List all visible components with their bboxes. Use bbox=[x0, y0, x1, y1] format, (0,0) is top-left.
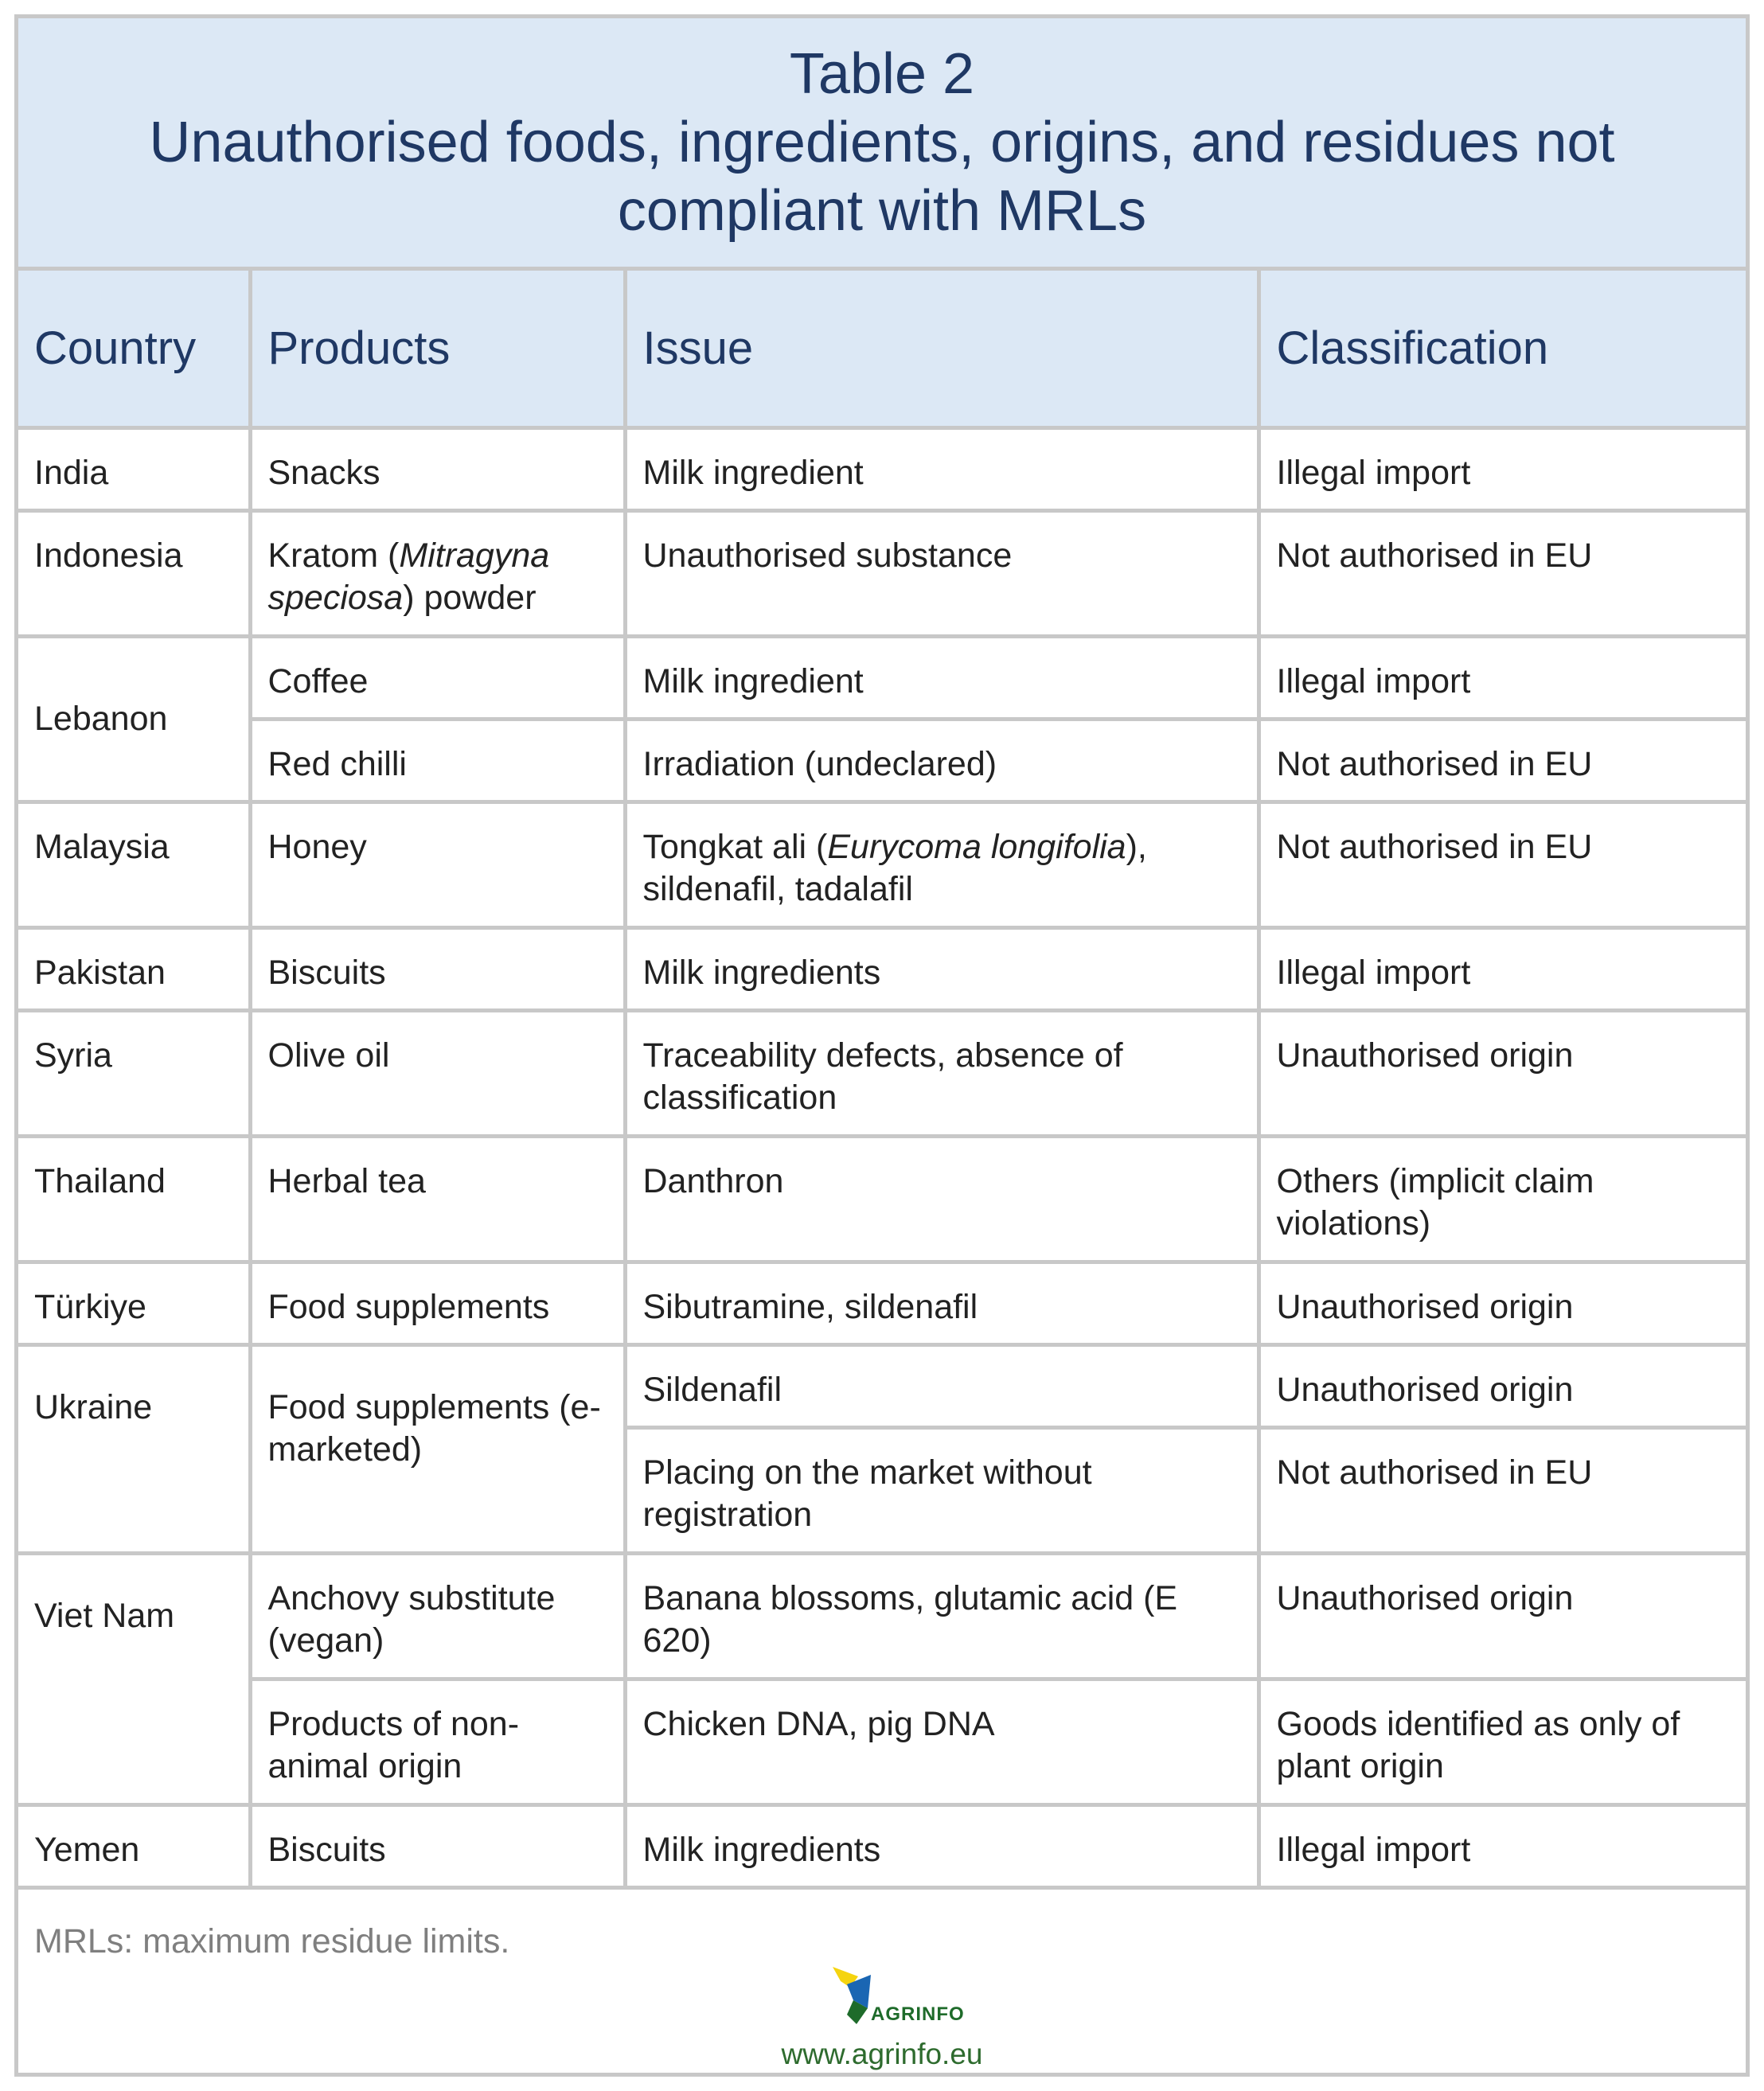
header-issue: Issue bbox=[622, 267, 1261, 430]
agrinfo-brand-name: AGRINFO bbox=[871, 2003, 965, 2025]
product-cell: Honey bbox=[248, 800, 627, 930]
agrinfo-url[interactable]: www.agrinfo.eu bbox=[781, 2038, 983, 2070]
title-line-1: Table 2 bbox=[789, 42, 975, 106]
classification-cell: Others (implicit claim violations) bbox=[1256, 1134, 1746, 1264]
country-cell: India bbox=[18, 426, 252, 513]
classification-cell: Not authorised in EU bbox=[1256, 1426, 1746, 1555]
issue-cell: Milk ingredients bbox=[622, 926, 1261, 1012]
table-row: Viet Nam Anchovy substitute (vegan) Bana… bbox=[18, 1551, 1746, 1807]
issue-cell: Milk ingredient bbox=[622, 634, 1261, 721]
product-cell: Food supplements bbox=[248, 1260, 627, 1347]
title-line-2: Unauthorised foods, ingredients, origins… bbox=[149, 111, 1615, 174]
table-row: Syria Olive oil Traceability defects, ab… bbox=[18, 1008, 1746, 1138]
header-classification: Classification bbox=[1256, 267, 1746, 430]
country-cell: Lebanon bbox=[18, 634, 252, 804]
classification-cell: Goods identified as only of plant origin bbox=[1256, 1677, 1746, 1807]
product-text: Kratom ( bbox=[267, 536, 400, 575]
classification-cell: Unauthorised origin bbox=[1256, 1260, 1746, 1347]
table-row: Red chilli Irradiation (undeclared) Not … bbox=[18, 717, 1746, 804]
country-cell: Syria bbox=[18, 1008, 252, 1138]
country-cell: Thailand bbox=[18, 1134, 252, 1264]
issue-cell: Sibutramine, sildenafil bbox=[622, 1260, 1261, 1347]
country-cell: Yemen bbox=[18, 1803, 252, 1890]
issue-text: Tongkat ali ( bbox=[642, 828, 828, 866]
issue-cell: Irradiation (undeclared) bbox=[622, 717, 1261, 804]
product-cell: Anchovy substitute (vegan) bbox=[248, 1551, 627, 1681]
product-cell: Herbal tea bbox=[248, 1134, 627, 1264]
product-cell: Biscuits bbox=[248, 1803, 627, 1890]
table-row: Yemen Biscuits Milk ingredients Illegal … bbox=[18, 1803, 1746, 1890]
issue-scientific-name: Eurycoma longifolia bbox=[827, 828, 1126, 866]
classification-cell: Not authorised in EU bbox=[1256, 509, 1746, 638]
table-row: Placing on the market without registrati… bbox=[18, 1426, 1746, 1555]
issue-cell: Sildenafil bbox=[622, 1343, 1261, 1430]
classification-cell: Illegal import bbox=[1256, 634, 1746, 721]
table-row: Lebanon Coffee Milk ingredient Illegal i… bbox=[18, 634, 1746, 804]
table-row: Pakistan Biscuits Milk ingredients Illeg… bbox=[18, 926, 1746, 1012]
issue-cell: Placing on the market without registrati… bbox=[625, 1426, 1261, 1555]
product-cell: Coffee bbox=[248, 634, 627, 721]
table-frame: Table 2 Unauthorised foods, ingredients,… bbox=[14, 14, 1750, 2077]
product-scientific-name: Mitragyna speciosa bbox=[267, 536, 550, 617]
classification-cell: Unauthorised origin bbox=[1256, 1008, 1746, 1138]
title-line-3: compliant with MRLs bbox=[617, 179, 1147, 243]
classification-cell: Illegal import bbox=[1256, 1803, 1746, 1890]
table-title-box: Table 2 Unauthorised foods, ingredients,… bbox=[18, 18, 1746, 267]
country-cell: Pakistan bbox=[18, 926, 252, 1012]
classification-cell: Illegal import bbox=[1256, 926, 1746, 1012]
country-cell: Ukraine bbox=[18, 1343, 252, 1555]
header-products: Products bbox=[248, 267, 627, 430]
table-row: Ukraine Food supplements (e-marketed) Si… bbox=[18, 1343, 1746, 1555]
classification-cell: Unauthorised origin bbox=[1256, 1343, 1746, 1430]
classification-cell: Unauthorised origin bbox=[1256, 1551, 1746, 1681]
header-row: Country Products Issue Classification bbox=[18, 267, 1746, 430]
product-cell: Snacks bbox=[248, 426, 627, 513]
header-country: Country bbox=[18, 267, 252, 430]
issue-cell: Unauthorised substance bbox=[622, 509, 1261, 638]
country-cell: Malaysia bbox=[18, 800, 252, 930]
country-cell: Viet Nam bbox=[18, 1551, 252, 1807]
country-cell: Türkiye bbox=[18, 1260, 252, 1347]
table-row: India Snacks Milk ingredient Illegal imp… bbox=[18, 426, 1746, 513]
agrinfo-logo: AGRINFO www.agrinfo.eu bbox=[18, 1960, 1746, 2071]
product-cell: Food supplements (e-marketed) bbox=[248, 1343, 627, 1555]
issue-cell: Danthron bbox=[622, 1134, 1261, 1264]
agrinfo-leaf-icon bbox=[833, 1967, 871, 2024]
issue-cell: Chicken DNA, pig DNA bbox=[622, 1677, 1261, 1807]
table-row: Türkiye Food supplements Sibutramine, si… bbox=[18, 1260, 1746, 1347]
classification-cell: Not authorised in EU bbox=[1256, 717, 1746, 804]
product-cell: Biscuits bbox=[248, 926, 627, 1012]
issue-cell: Milk ingredient bbox=[622, 426, 1261, 513]
table-row: Indonesia Kratom (Mitragyna speciosa) po… bbox=[18, 509, 1746, 638]
classification-cell: Not authorised in EU bbox=[1256, 800, 1746, 930]
product-cell: Red chilli bbox=[250, 717, 627, 804]
product-cell: Kratom (Mitragyna speciosa) powder bbox=[248, 509, 627, 638]
issue-cell: Banana blossoms, glutamic acid (E 620) bbox=[622, 1551, 1261, 1681]
table-row: Thailand Herbal tea Danthron Others (imp… bbox=[18, 1134, 1746, 1264]
issue-cell: Milk ingredients bbox=[622, 1803, 1261, 1890]
table-row: Products of non-animal origin Chicken DN… bbox=[18, 1677, 1746, 1807]
data-table: Country Products Issue Classification In… bbox=[18, 267, 1746, 1890]
table-title: Table 2 Unauthorised foods, ingredients,… bbox=[149, 40, 1614, 245]
issue-text: ), sildenafil, tadalafil bbox=[642, 828, 1147, 908]
product-cell: Olive oil bbox=[248, 1008, 627, 1138]
product-text: ) powder bbox=[403, 579, 537, 617]
country-cell: Indonesia bbox=[18, 509, 252, 638]
issue-cell: Tongkat ali (Eurycoma longifolia), silde… bbox=[622, 800, 1261, 930]
footnote: MRLs: maximum residue limits. bbox=[34, 1922, 510, 1960]
table-row: Malaysia Honey Tongkat ali (Eurycoma lon… bbox=[18, 800, 1746, 930]
issue-cell: Traceability defects, absence of classif… bbox=[622, 1008, 1261, 1138]
product-cell: Products of non-animal origin bbox=[250, 1677, 627, 1807]
agrinfo-logo-icon: AGRINFO bbox=[818, 1960, 964, 2032]
classification-cell: Illegal import bbox=[1256, 426, 1746, 513]
